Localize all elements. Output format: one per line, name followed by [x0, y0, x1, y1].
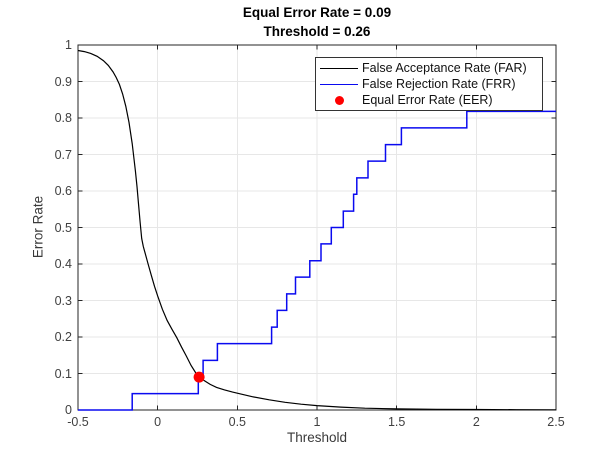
frr-curve	[78, 110, 556, 411]
legend-item-eer: Equal Error Rate (EER)	[316, 92, 542, 108]
y-tick-label: 0.7	[54, 147, 72, 162]
frr-line-swatch	[320, 83, 358, 85]
legend-item-frr: False Rejection Rate (FRR)	[316, 76, 542, 92]
legend-label-frr: False Rejection Rate (FRR)	[362, 77, 516, 91]
x-tick-label: 0.5	[228, 415, 247, 429]
x-tick-label: 2	[472, 415, 480, 429]
eer-dot-icon	[316, 95, 362, 105]
x-tick-label: 0	[154, 415, 162, 429]
eer-marker	[193, 371, 205, 383]
y-tick-label: 1	[65, 38, 72, 52]
legend: False Acceptance Rate (FAR) False Reject…	[315, 57, 543, 111]
eer-dot-swatch	[334, 95, 344, 105]
far-line-swatch	[320, 67, 358, 69]
y-tick-label: 0.2	[54, 330, 72, 344]
chart-title-line1: Equal Error Rate = 0.09	[242, 5, 392, 20]
legend-label-eer: Equal Error Rate (EER)	[362, 93, 493, 107]
far-line-icon	[316, 67, 362, 69]
far-curve	[77, 49, 557, 411]
y-tick-label: 0.4	[54, 257, 72, 271]
y-tick-label: 0.1	[54, 366, 72, 381]
axes-box	[77, 44, 557, 411]
chart-title-line2: Threshold = 0.26	[263, 24, 371, 39]
y-tick-label: 0.9	[54, 74, 72, 89]
x-tick-label: -0.5	[67, 415, 89, 429]
y-tick-label: 0.8	[54, 111, 72, 125]
x-tick-label: 1.5	[387, 415, 406, 429]
x-axis-label: Threshold	[286, 430, 348, 445]
legend-label-far: False Acceptance Rate (FAR)	[362, 61, 527, 75]
frr-line-icon	[316, 83, 362, 85]
legend-item-far: False Acceptance Rate (FAR)	[316, 60, 542, 76]
y-tick-label: 0.6	[54, 184, 72, 198]
x-tick-label: 1	[313, 415, 321, 429]
y-tick-label: 0	[65, 403, 72, 417]
x-tick-label: 2.5	[547, 415, 565, 429]
y-tick-label: 0.3	[54, 293, 72, 308]
y-tick-label: 0.5	[54, 220, 72, 235]
